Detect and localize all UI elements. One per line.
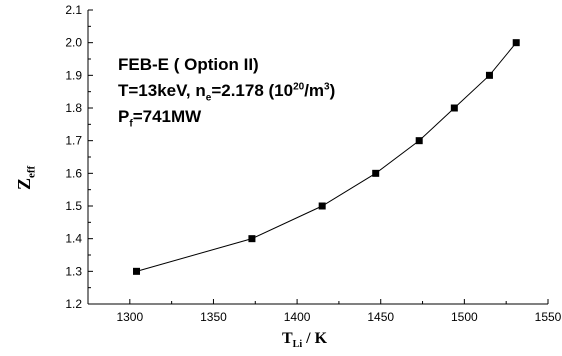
annotation-line-3: Pf=741MW [118, 108, 201, 129]
x-tick-label: 1450 [367, 310, 394, 324]
y-axis-label-sub: eff [25, 165, 38, 178]
x-tick-label: 1300 [116, 310, 143, 324]
annotation-density: =2.178 (10 [211, 81, 294, 100]
y-tick-label: 1.5 [65, 199, 82, 213]
annotation-machine-name: FEB-E [118, 55, 169, 74]
data-point [512, 39, 520, 47]
y-axis-label-main: Z [14, 177, 34, 190]
series-line [136, 42, 517, 272]
x-tick-label: 1550 [535, 310, 562, 324]
y-tick-label: 1.4 [65, 232, 82, 246]
series [133, 39, 520, 275]
data-point [133, 267, 141, 275]
data-point [485, 71, 493, 79]
x-axis-label-rest: / K [302, 330, 328, 347]
y-tick-label: 1.2 [65, 297, 82, 311]
x-tick-label: 1350 [200, 310, 227, 324]
y-tick-label: 2.1 [65, 3, 82, 17]
y-tick-label: 1.6 [65, 166, 82, 180]
data-point [248, 235, 256, 243]
x-tick-label: 1400 [284, 310, 311, 324]
y-tick-label: 1.8 [65, 101, 82, 115]
annotation-power-value: =741MW [132, 107, 202, 126]
annotation-n-sub: e [205, 92, 212, 104]
data-point [318, 202, 326, 210]
annotation-line-2: T=13keV, ne=2.178 (1020/m3) [118, 82, 335, 103]
x-tick-label: 1500 [451, 310, 478, 324]
annotation-temp: T=13keV, n [118, 81, 206, 100]
y-axis-label: Zeff [14, 166, 38, 190]
annotation-line-1: FEB-E ( Option II) [118, 56, 259, 73]
data-point [450, 104, 458, 112]
annotation-exp-1: 20 [293, 81, 305, 93]
annotation-power: P [118, 107, 130, 126]
x-axis-label: TLi / K [282, 330, 327, 350]
x-axis-label-main: T [282, 330, 293, 347]
data-point [415, 137, 423, 145]
y-tick-label: 1.9 [65, 68, 82, 82]
x-axis-label-sub: Li [292, 339, 303, 351]
y-tick-label: 2.0 [65, 36, 82, 50]
ticks: 1.2 1.3 1.4 1.5 1.6 1.7 1.8 1.9 2.0 2.1 1300 1350 14… [65, 3, 561, 324]
annotation-close: ) [329, 81, 336, 100]
annotation-exp-2: 3 [324, 81, 330, 93]
y-tick-label: 1.3 [65, 264, 82, 278]
annotation-p-sub: f [129, 118, 133, 130]
annotation-unit: /m [304, 81, 325, 100]
annotation-option: ( Option II) [169, 55, 259, 74]
y-tick-label: 1.7 [65, 134, 82, 148]
data-point [372, 169, 380, 177]
